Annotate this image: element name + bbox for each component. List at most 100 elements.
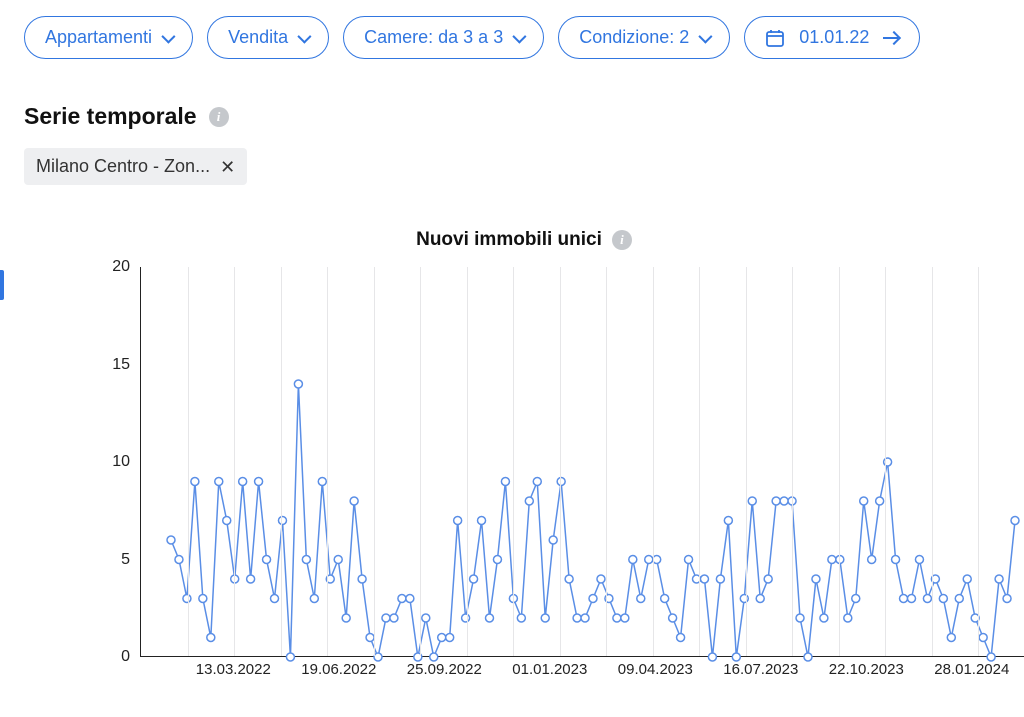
data-point[interactable] <box>955 595 963 603</box>
data-point[interactable] <box>398 595 406 603</box>
data-point[interactable] <box>1011 517 1019 525</box>
data-point[interactable] <box>454 517 462 525</box>
data-point[interactable] <box>286 653 294 661</box>
data-point[interactable] <box>1003 595 1011 603</box>
data-point[interactable] <box>860 497 868 505</box>
data-point[interactable] <box>820 614 828 622</box>
data-point[interactable] <box>374 653 382 661</box>
data-point[interactable] <box>900 595 908 603</box>
data-point[interactable] <box>852 595 860 603</box>
data-point[interactable] <box>963 575 971 583</box>
data-point[interactable] <box>517 614 525 622</box>
data-point[interactable] <box>438 634 446 642</box>
data-point[interactable] <box>597 575 605 583</box>
data-point[interactable] <box>661 595 669 603</box>
data-point[interactable] <box>756 595 764 603</box>
data-point[interactable] <box>907 595 915 603</box>
data-point[interactable] <box>501 478 509 486</box>
data-point[interactable] <box>732 653 740 661</box>
data-point[interactable] <box>191 478 199 486</box>
data-point[interactable] <box>780 497 788 505</box>
data-point[interactable] <box>541 614 549 622</box>
data-point[interactable] <box>979 634 987 642</box>
data-point[interactable] <box>637 595 645 603</box>
data-point[interactable] <box>549 536 557 544</box>
data-point[interactable] <box>923 595 931 603</box>
data-point[interactable] <box>828 556 836 564</box>
data-point[interactable] <box>318 478 326 486</box>
data-point[interactable] <box>589 595 597 603</box>
data-point[interactable] <box>573 614 581 622</box>
close-icon[interactable]: ✕ <box>220 158 235 176</box>
data-point[interactable] <box>557 478 565 486</box>
data-point[interactable] <box>724 517 732 525</box>
filter-condition[interactable]: Condizione: 2 <box>558 16 730 59</box>
data-point[interactable] <box>422 614 430 622</box>
data-point[interactable] <box>772 497 780 505</box>
data-point[interactable] <box>669 614 677 622</box>
data-point[interactable] <box>892 556 900 564</box>
data-point[interactable] <box>167 536 175 544</box>
data-point[interactable] <box>271 595 279 603</box>
data-point[interactable] <box>939 595 947 603</box>
data-point[interactable] <box>382 614 390 622</box>
data-point[interactable] <box>263 556 271 564</box>
data-point[interactable] <box>485 614 493 622</box>
data-point[interactable] <box>844 614 852 622</box>
filter-rooms[interactable]: Camere: da 3 a 3 <box>343 16 544 59</box>
data-point[interactable] <box>876 497 884 505</box>
data-point[interactable] <box>334 556 342 564</box>
data-point[interactable] <box>621 614 629 622</box>
data-point[interactable] <box>764 575 772 583</box>
data-point[interactable] <box>310 595 318 603</box>
data-point[interactable] <box>525 497 533 505</box>
data-point[interactable] <box>708 653 716 661</box>
data-point[interactable] <box>685 556 693 564</box>
data-point[interactable] <box>748 497 756 505</box>
data-point[interactable] <box>987 653 995 661</box>
data-point[interactable] <box>995 575 1003 583</box>
data-point[interactable] <box>255 478 263 486</box>
data-point[interactable] <box>565 575 573 583</box>
data-point[interactable] <box>947 634 955 642</box>
data-point[interactable] <box>406 595 414 603</box>
data-point[interactable] <box>470 575 478 583</box>
data-point[interactable] <box>175 556 183 564</box>
data-point[interactable] <box>294 380 302 388</box>
data-point[interactable] <box>358 575 366 583</box>
data-point[interactable] <box>613 614 621 622</box>
data-point[interactable] <box>493 556 501 564</box>
data-point[interactable] <box>446 634 454 642</box>
info-icon[interactable]: i <box>612 230 632 250</box>
data-point[interactable] <box>716 575 724 583</box>
data-point[interactable] <box>645 556 653 564</box>
data-point[interactable] <box>653 556 661 564</box>
data-point[interactable] <box>700 575 708 583</box>
data-point[interactable] <box>390 614 398 622</box>
data-point[interactable] <box>207 634 215 642</box>
filter-type[interactable]: Appartamenti <box>24 16 193 59</box>
data-point[interactable] <box>581 614 589 622</box>
data-point[interactable] <box>677 634 685 642</box>
info-icon[interactable]: i <box>209 107 229 127</box>
data-point[interactable] <box>804 653 812 661</box>
data-point[interactable] <box>430 653 438 661</box>
data-point[interactable] <box>533 478 541 486</box>
data-point[interactable] <box>247 575 255 583</box>
filter-transaction[interactable]: Vendita <box>207 16 329 59</box>
location-chip[interactable]: Milano Centro - Zon... ✕ <box>24 148 247 185</box>
data-point[interactable] <box>199 595 207 603</box>
data-point[interactable] <box>223 517 231 525</box>
data-point[interactable] <box>302 556 310 564</box>
data-point[interactable] <box>915 556 923 564</box>
data-point[interactable] <box>629 556 637 564</box>
data-point[interactable] <box>342 614 350 622</box>
data-point[interactable] <box>812 575 820 583</box>
data-point[interactable] <box>740 595 748 603</box>
data-point[interactable] <box>478 517 486 525</box>
data-point[interactable] <box>239 478 247 486</box>
data-point[interactable] <box>350 497 358 505</box>
data-point[interactable] <box>868 556 876 564</box>
filter-date[interactable]: 01.01.22 <box>744 16 920 59</box>
data-point[interactable] <box>796 614 804 622</box>
